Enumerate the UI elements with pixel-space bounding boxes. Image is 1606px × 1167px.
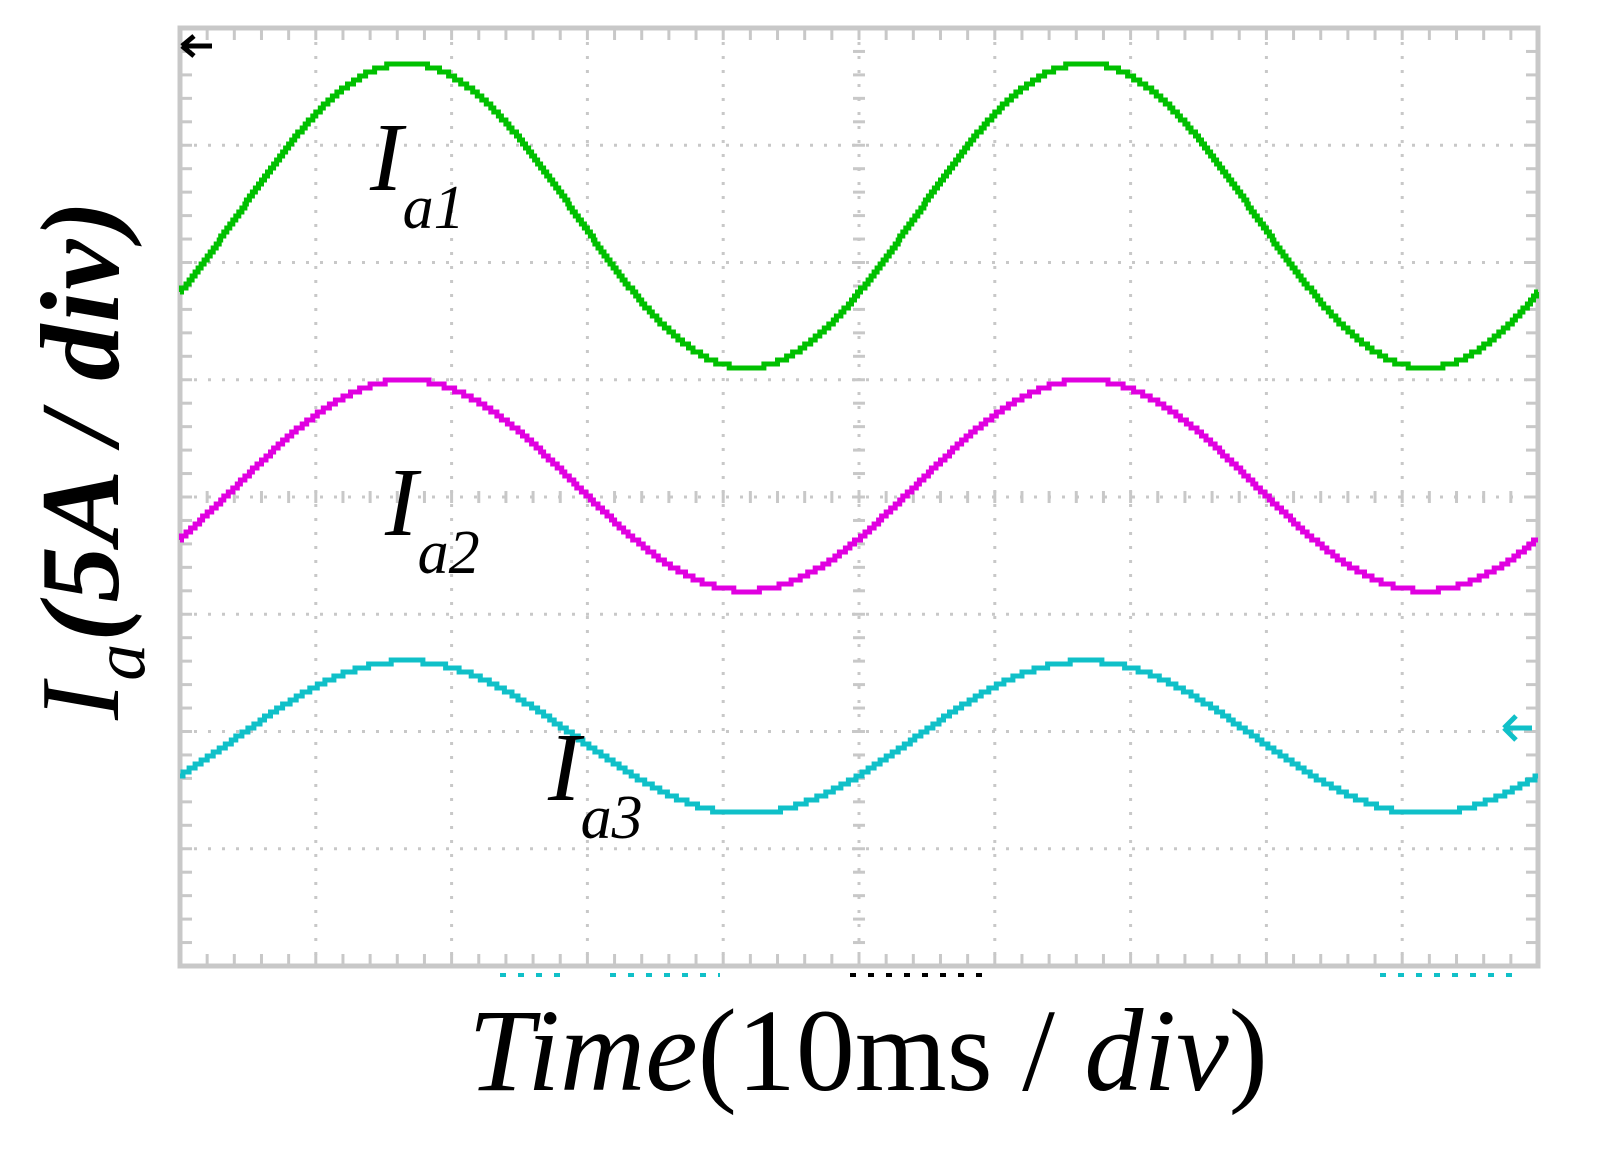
trigger-marker-icon (180, 34, 212, 58)
series-line-1 (179, 61, 1539, 371)
grid (178, 26, 1540, 968)
series-line-3 (180, 657, 1538, 815)
y-axis-label: Ia(5A / div) (19, 199, 161, 721)
markers (180, 34, 1532, 977)
ch3-reference-marker-icon (1502, 714, 1532, 742)
series-label-2: Ia2 (384, 449, 480, 587)
series-labels: Ia1 Ia2 Ia3 (369, 104, 643, 852)
series-layer (179, 61, 1539, 815)
series-line-2 (179, 377, 1538, 595)
series-label-3: Ia3 (547, 714, 643, 852)
series-label-1: Ia1 (369, 104, 465, 242)
x-axis-label: Time(10ms / div) (468, 985, 1268, 1116)
plot-frame (177, 25, 1541, 969)
